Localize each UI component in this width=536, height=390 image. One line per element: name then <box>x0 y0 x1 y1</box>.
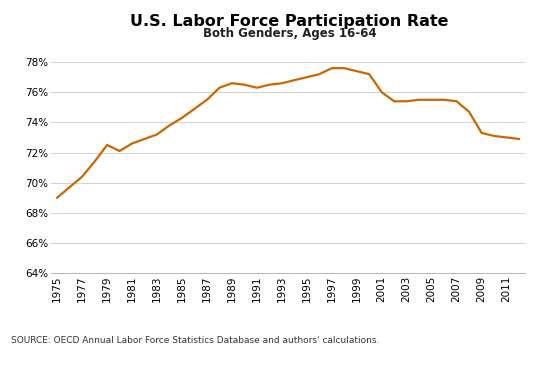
Text: Both Genders, Ages 16-64: Both Genders, Ages 16-64 <box>203 27 376 40</box>
Text: U.S. Labor Force Participation Rate: U.S. Labor Force Participation Rate <box>130 14 449 28</box>
Text: SOURCE: OECD Annual Labor Force Statistics Database and authors' calculations.: SOURCE: OECD Annual Labor Force Statisti… <box>11 336 379 345</box>
Text: Federal Reserve Bank ​of St. Louis: Federal Reserve Bank ​of St. Louis <box>12 368 235 381</box>
